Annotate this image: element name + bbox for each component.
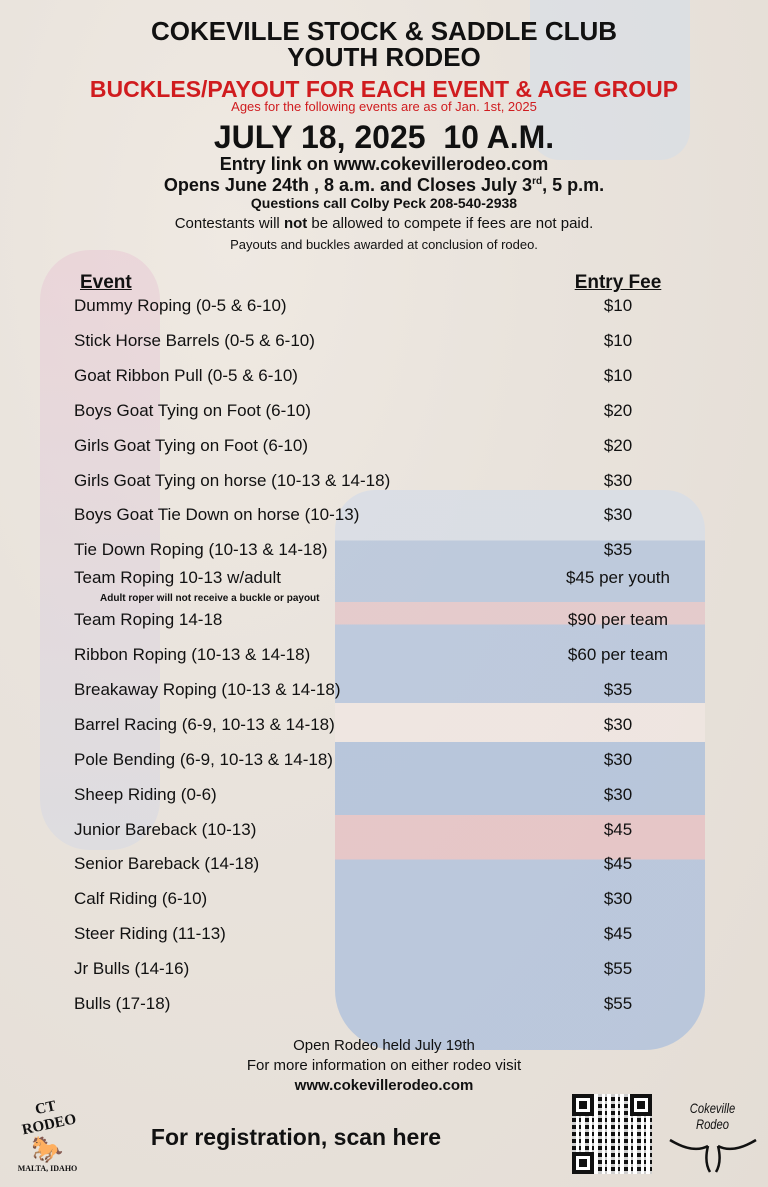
entry-fee: $55 <box>603 959 633 979</box>
table-row: Stick Horse Barrels (0-5 & 6-10) $10 <box>0 325 768 360</box>
entry-fee: $45 <box>603 854 633 874</box>
registration-window: Opens June 24th , 8 a.m. and Closes July… <box>0 175 768 196</box>
event-name: Stick Horse Barrels (0-5 & 6-10) <box>74 330 315 350</box>
entry-link: Entry link on www.cokevillerodeo.com <box>219 154 549 174</box>
table-row: Calf Riding (6-10) $30 <box>0 883 768 918</box>
table-row: Bulls (17-18) $55 <box>0 988 768 1023</box>
table-row: Goat Ribbon Pull (0-5 & 6-10) $10 <box>0 360 768 395</box>
header-event: Event <box>80 272 132 293</box>
event-name: Boys Goat Tying on Foot (6-10) <box>74 400 311 420</box>
table-row: Boys Goat Tie Down on horse (10-13) $30 <box>0 499 768 534</box>
entry-fee: $30 <box>603 784 633 804</box>
event-name: Boys Goat Tie Down on horse (10-13) <box>74 505 360 525</box>
fees-warning: Contestants will not be allowed to compe… <box>0 215 768 232</box>
table-row: Girls Goat Tying on Foot (6-10) $20 <box>0 430 768 465</box>
opens-text: Opens June 24th , 8 a.m. and Closes July… <box>163 175 533 195</box>
table-row: Barrel Racing (6-9, 10-13 & 14-18) $30 <box>0 709 768 744</box>
payouts-note: Payouts and buckles awarded at conclusio… <box>230 237 538 252</box>
longhorn-icon <box>668 1138 757 1173</box>
table-row: Sheep Riding (0-6) $30 <box>0 779 768 814</box>
event-name: Girls Goat Tying on horse (10-13 & 14-18… <box>74 470 391 490</box>
event-name: Team Roping 14-18 <box>74 610 223 630</box>
event-name: Bulls (17-18) <box>74 994 171 1013</box>
event-name: Tie Down Roping (10-13 & 14-18) <box>74 540 328 560</box>
title-line-1: COKEVILLE STOCK & SADDLE CLUB <box>150 16 618 46</box>
ages-note: Ages for the following events are as of … <box>231 99 537 114</box>
table-row: Boys Goat Tying on Foot (6-10) $20 <box>0 395 768 430</box>
title-line-2: YOUTH RODEO <box>287 42 481 72</box>
entry-fee: $30 <box>603 749 633 769</box>
entry-fee: $30 <box>603 470 633 490</box>
fees-text-end: be allowed to compete if fees are not pa… <box>307 215 594 232</box>
event-name: Sheep Riding (0-6) <box>74 784 217 804</box>
event-name: Team Roping 10-13 w/adult <box>74 568 281 588</box>
cokeville-rodeo-logo: Cokeville Rodeo <box>665 1100 760 1183</box>
table-row: Junior Bareback (10-13) $45 <box>0 814 768 849</box>
ct-rodeo-logo: CT RODEO 🐎 MALTA, IDAHO <box>10 1098 85 1173</box>
table-row: Steer Riding (11-13) $45 <box>0 918 768 953</box>
event-name: Dummy Roping (0-5 & 6-10) <box>74 296 287 315</box>
entry-fee: $30 <box>603 889 633 909</box>
subtitle: BUCKLES/PAYOUT FOR EACH EVENT & AGE GROU… <box>89 76 679 102</box>
entry-fee: $20 <box>603 435 633 455</box>
entry-fee: $10 <box>603 365 633 385</box>
entry-fee: $45 <box>603 819 633 839</box>
entry-fee: $10 <box>603 330 633 350</box>
table-row: Ribbon Roping (10-13 & 14-18) $60 per tea… <box>0 639 768 674</box>
table-row: Tie Down Roping (10-13 & 14-18) $35 <box>0 534 768 569</box>
event-name: Goat Ribbon Pull (0-5 & 6-10) <box>74 365 298 385</box>
entry-fee: $30 <box>603 505 633 525</box>
entry-fee: $30 <box>603 714 633 734</box>
bronc-rider-icon: 🐎 <box>31 1134 64 1164</box>
table-row: Breakaway Roping (10-13 & 14-18) $35 <box>0 674 768 709</box>
event-name: Pole Bending (6-9, 10-13 & 14-18) <box>74 749 333 769</box>
header-entry-fee: Entry Fee <box>574 272 662 293</box>
table-row: Dummy Roping (0-5 & 6-10) $10 <box>0 290 768 325</box>
table-row: Jr Bulls (14-16) $55 <box>0 953 768 988</box>
event-name: Calf Riding (6-10) <box>74 889 208 909</box>
entry-fee: $45 per youth <box>566 568 670 588</box>
event-date: JULY 18, 2025 10 A.M. <box>213 119 555 155</box>
event-name: Barrel Racing (6-9, 10-13 & 14-18) <box>74 714 335 734</box>
registration-qr-code[interactable] <box>572 1094 652 1174</box>
event-name: Girls Goat Tying on Foot (6-10) <box>74 435 309 455</box>
opens-sup: rd <box>532 176 543 187</box>
entry-fee: $45 <box>603 924 633 944</box>
website-link[interactable]: www.cokevillerodeo.com <box>294 1077 474 1094</box>
fees-text: Contestants will <box>174 215 284 232</box>
open-rodeo: Open Rodeo held July 19th <box>293 1037 475 1054</box>
table-row: Team Roping 14-18 $90 per team <box>0 604 768 639</box>
table-row: Girls Goat Tying on horse (10-13 & 14-18… <box>0 465 768 500</box>
entry-fee: $20 <box>603 400 633 420</box>
logo-left-location: MALTA, IDAHO <box>17 1164 78 1173</box>
table-row: Team Roping 10-13 w/adult $45 per youth Ad… <box>0 568 768 605</box>
event-name: Senior Bareback (14-18) <box>74 854 260 874</box>
table-row: Pole Bending (6-9, 10-13 & 14-18) $30 <box>0 744 768 779</box>
table-header: Event Entry Fee <box>0 266 768 301</box>
entry-fee: $10 <box>603 296 633 315</box>
scan-prompt: For registration, scan here <box>150 1124 442 1150</box>
questions-contact: Questions call Colby Peck 208-540-2938 <box>250 195 518 211</box>
entry-fee: $35 <box>603 540 633 560</box>
table-row: Senior Bareback (14-18) $45 <box>0 848 768 883</box>
entry-fee: $60 per team <box>567 645 669 664</box>
event-name: Breakaway Roping (10-13 & 14-18) <box>74 679 341 699</box>
fees-bold: not <box>283 215 308 232</box>
logo-right-text: Cokeville Rodeo <box>689 1100 736 1132</box>
event-name: Ribbon Roping (10-13 & 14-18) <box>74 645 311 664</box>
opens-text-end: , 5 p.m. <box>542 175 605 195</box>
more-info: For more information on either rodeo vis… <box>246 1057 522 1074</box>
event-name: Jr Bulls (14-16) <box>74 959 190 979</box>
event-name: Steer Riding (11-13) <box>74 924 226 944</box>
entry-fee: $55 <box>603 994 633 1013</box>
entry-fee: $35 <box>603 679 633 699</box>
event-name: Junior Bareback (10-13) <box>74 819 257 839</box>
event-note: Adult roper will not receive a buckle or… <box>100 593 320 605</box>
entry-fee: $90 per team <box>567 610 669 630</box>
